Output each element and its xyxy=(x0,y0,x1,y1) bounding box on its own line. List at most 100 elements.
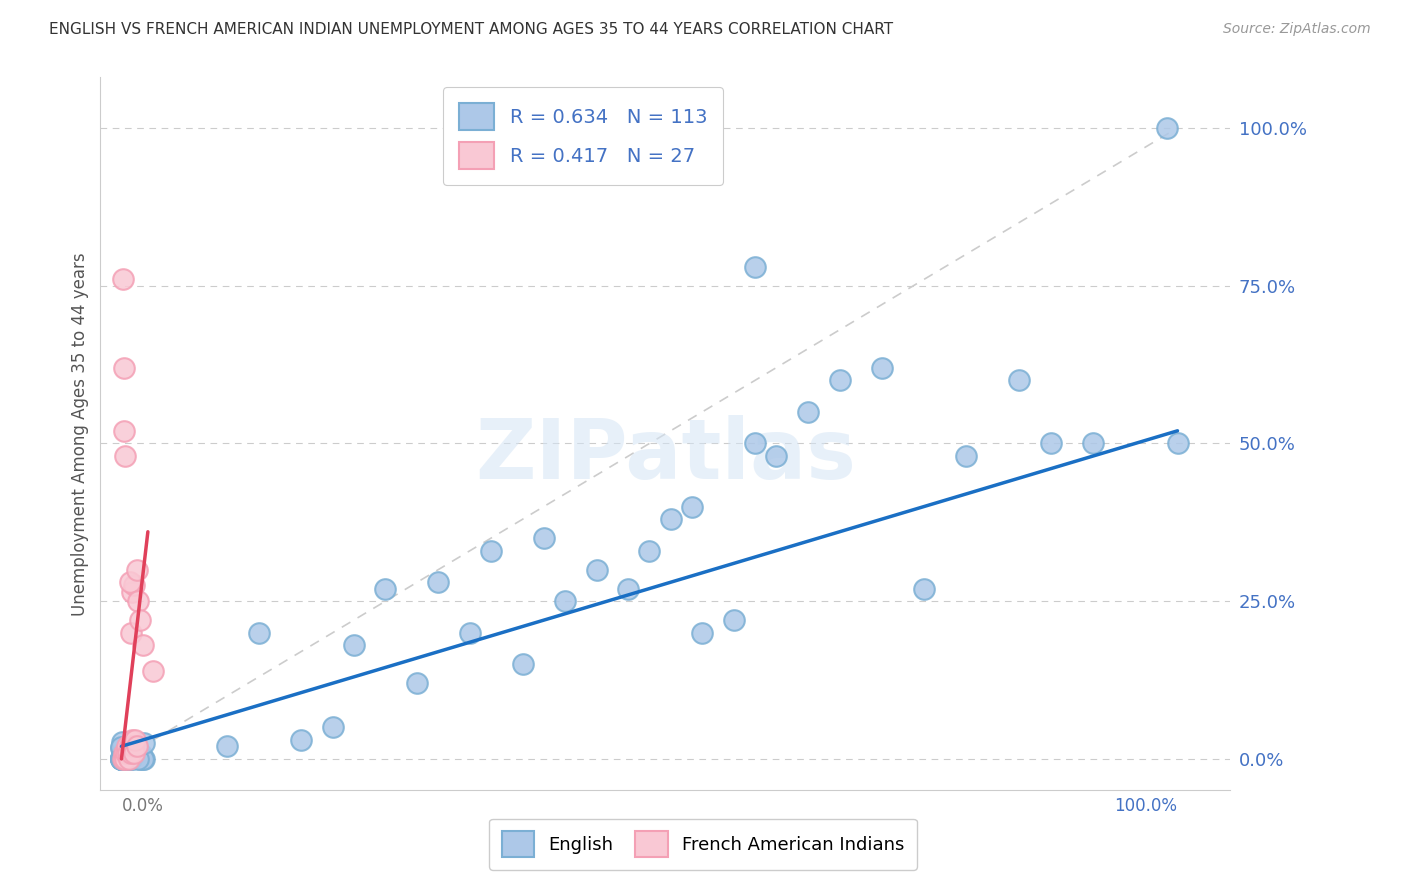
Legend: English, French American Indians: English, French American Indians xyxy=(489,819,917,870)
Point xyxy=(111,751,134,765)
Point xyxy=(121,733,143,747)
Point xyxy=(955,449,977,463)
Point xyxy=(110,752,132,766)
Point xyxy=(1008,373,1031,387)
Point xyxy=(322,720,344,734)
Point xyxy=(115,749,138,764)
Point xyxy=(111,752,134,766)
Point xyxy=(427,575,450,590)
Point xyxy=(134,752,156,766)
Point xyxy=(120,625,142,640)
Point xyxy=(638,543,661,558)
Point xyxy=(114,750,136,764)
Point xyxy=(659,512,682,526)
Point xyxy=(121,751,143,765)
Point xyxy=(112,752,135,766)
Point xyxy=(912,582,935,596)
Point xyxy=(112,752,135,766)
Point xyxy=(114,449,136,463)
Point xyxy=(828,373,851,387)
Text: 100.0%: 100.0% xyxy=(1115,797,1177,814)
Point xyxy=(110,752,132,766)
Point xyxy=(111,752,134,766)
Point xyxy=(110,752,132,766)
Point xyxy=(127,752,149,766)
Point xyxy=(617,582,640,596)
Point xyxy=(120,752,142,766)
Point xyxy=(120,751,142,765)
Text: 0.0%: 0.0% xyxy=(121,797,163,814)
Point xyxy=(111,735,134,749)
Point xyxy=(111,752,134,766)
Point xyxy=(111,749,134,764)
Point xyxy=(118,752,141,766)
Point xyxy=(111,749,134,764)
Point xyxy=(554,594,576,608)
Point xyxy=(114,752,136,766)
Point xyxy=(121,584,143,599)
Point xyxy=(111,752,134,766)
Point xyxy=(122,578,145,592)
Point xyxy=(117,752,139,766)
Point xyxy=(127,563,149,577)
Point xyxy=(343,638,366,652)
Text: ZIPatlas: ZIPatlas xyxy=(475,415,856,496)
Point xyxy=(112,752,135,766)
Point xyxy=(118,749,141,764)
Point xyxy=(111,752,134,766)
Point xyxy=(129,747,152,761)
Point xyxy=(117,747,139,762)
Point xyxy=(129,752,152,766)
Point xyxy=(131,638,153,652)
Point xyxy=(110,751,132,765)
Point xyxy=(114,752,136,766)
Point xyxy=(247,625,270,640)
Point xyxy=(118,575,141,590)
Point xyxy=(458,625,481,640)
Point xyxy=(120,751,142,765)
Point xyxy=(122,739,145,754)
Point xyxy=(1166,436,1188,450)
Point xyxy=(129,613,152,627)
Point xyxy=(870,360,893,375)
Point xyxy=(115,751,138,765)
Point xyxy=(114,752,136,766)
Point xyxy=(110,752,132,766)
Point xyxy=(112,746,135,760)
Point xyxy=(765,449,787,463)
Point xyxy=(111,746,134,760)
Point xyxy=(110,739,132,754)
Legend: R = 0.634   N = 113, R = 0.417   N = 27: R = 0.634 N = 113, R = 0.417 N = 27 xyxy=(443,87,723,185)
Point xyxy=(111,751,134,765)
Point xyxy=(406,676,429,690)
Point xyxy=(681,500,703,514)
Point xyxy=(115,751,138,765)
Point xyxy=(118,752,141,766)
Point xyxy=(114,751,136,765)
Point xyxy=(117,746,139,760)
Point xyxy=(112,752,135,766)
Point xyxy=(111,751,134,765)
Point xyxy=(112,752,135,766)
Point xyxy=(112,751,135,765)
Point xyxy=(132,736,155,750)
Point xyxy=(142,664,165,678)
Point xyxy=(118,748,141,763)
Point xyxy=(112,752,135,766)
Point xyxy=(112,751,135,765)
Text: Source: ZipAtlas.com: Source: ZipAtlas.com xyxy=(1223,22,1371,37)
Point xyxy=(112,746,135,760)
Point xyxy=(118,739,141,754)
Point xyxy=(120,746,142,760)
Point xyxy=(122,747,145,761)
Point xyxy=(744,260,766,274)
Point xyxy=(114,748,136,763)
Point xyxy=(110,752,132,766)
Point xyxy=(124,751,146,765)
Point xyxy=(110,741,132,756)
Point xyxy=(117,750,139,764)
Point xyxy=(533,531,555,545)
Point xyxy=(114,752,136,766)
Point xyxy=(110,748,132,763)
Point xyxy=(111,752,134,766)
